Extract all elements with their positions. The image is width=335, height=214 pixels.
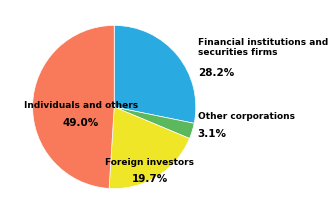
Text: Financial institutions and
securities firms: Financial institutions and securities fi… bbox=[198, 38, 328, 57]
Text: Foreign investors: Foreign investors bbox=[105, 158, 194, 167]
Text: 28.2%: 28.2% bbox=[198, 68, 234, 78]
Wedge shape bbox=[109, 107, 190, 189]
Text: 19.7%: 19.7% bbox=[132, 174, 168, 184]
Text: Other corporations: Other corporations bbox=[198, 112, 295, 121]
Wedge shape bbox=[32, 25, 114, 189]
Text: 3.1%: 3.1% bbox=[198, 129, 227, 139]
Text: 49.0%: 49.0% bbox=[62, 118, 99, 128]
Wedge shape bbox=[114, 107, 194, 138]
Text: Individuals and others: Individuals and others bbox=[23, 101, 138, 110]
Wedge shape bbox=[114, 25, 196, 123]
